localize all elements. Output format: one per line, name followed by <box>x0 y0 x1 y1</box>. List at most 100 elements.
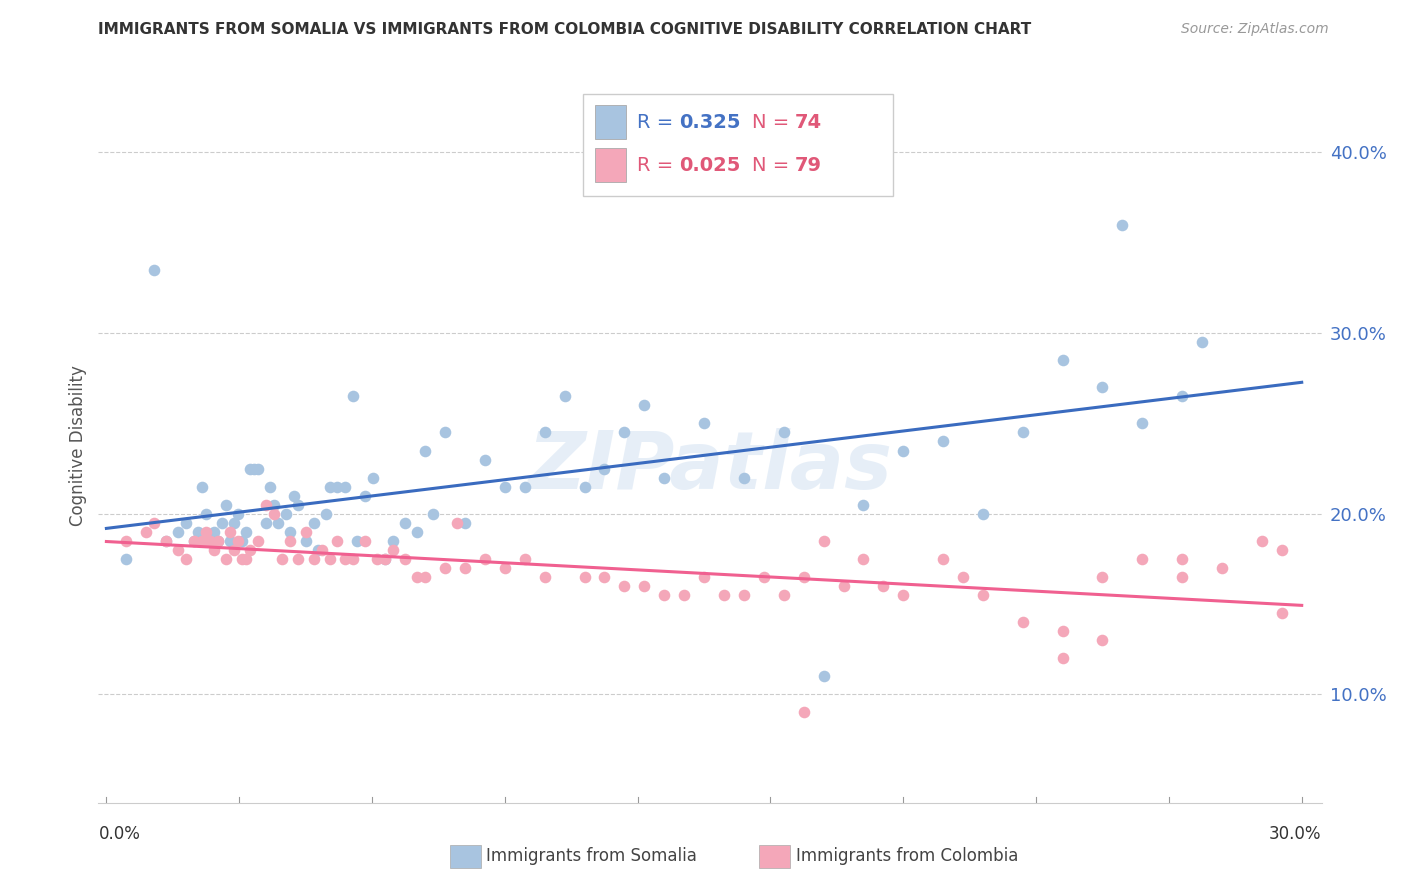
Point <box>235 524 257 539</box>
Point <box>246 533 269 548</box>
Text: 0.325: 0.325 <box>679 112 741 132</box>
Point <box>593 461 616 475</box>
Point <box>318 552 340 566</box>
Point <box>259 480 281 494</box>
Point <box>633 398 655 412</box>
Text: Source: ZipAtlas.com: Source: ZipAtlas.com <box>1181 22 1329 37</box>
Point <box>752 570 775 584</box>
Point <box>374 552 396 566</box>
Point <box>243 461 266 475</box>
Point <box>394 516 416 530</box>
Point <box>413 570 436 584</box>
Point <box>1011 615 1033 629</box>
Point <box>215 552 238 566</box>
Text: R =: R = <box>637 155 679 175</box>
Point <box>239 542 262 557</box>
Point <box>852 498 875 512</box>
Point <box>287 552 309 566</box>
Point <box>219 533 242 548</box>
Point <box>1111 218 1133 232</box>
Text: N =: N = <box>752 112 796 132</box>
Point <box>191 533 214 548</box>
Point <box>191 480 214 494</box>
Point <box>454 561 477 575</box>
Point <box>733 588 755 602</box>
Point <box>195 524 218 539</box>
Point <box>394 552 416 566</box>
Point <box>932 552 955 566</box>
Point <box>1271 542 1294 557</box>
Point <box>633 579 655 593</box>
Point <box>246 461 269 475</box>
Point <box>294 524 316 539</box>
Point <box>793 570 815 584</box>
Point <box>872 579 894 593</box>
Point <box>793 706 815 720</box>
Point <box>813 533 835 548</box>
Point <box>302 516 325 530</box>
Point <box>239 461 262 475</box>
Point <box>235 552 257 566</box>
Point <box>1091 570 1114 584</box>
Point <box>219 524 242 539</box>
Point <box>513 552 536 566</box>
Y-axis label: Cognitive Disability: Cognitive Disability <box>69 366 87 526</box>
Text: Immigrants from Somalia: Immigrants from Somalia <box>486 847 697 865</box>
Point <box>693 570 716 584</box>
Point <box>115 552 138 566</box>
Point <box>354 489 377 503</box>
Point <box>1052 353 1074 368</box>
Point <box>183 533 205 548</box>
Point <box>211 516 233 530</box>
Text: ZIPatlas: ZIPatlas <box>527 428 893 507</box>
Point <box>1052 624 1074 639</box>
Point <box>1011 425 1033 440</box>
Point <box>155 533 177 548</box>
Point <box>222 516 245 530</box>
Point <box>474 452 496 467</box>
Text: R =: R = <box>637 112 679 132</box>
Point <box>207 533 229 548</box>
Point <box>167 524 190 539</box>
Point <box>832 579 855 593</box>
Text: 0.025: 0.025 <box>679 155 741 175</box>
Text: 30.0%: 30.0% <box>1270 825 1322 843</box>
Point <box>932 434 955 449</box>
Text: Immigrants from Colombia: Immigrants from Colombia <box>796 847 1018 865</box>
Point <box>335 480 357 494</box>
Point <box>434 425 457 440</box>
Point <box>713 588 735 602</box>
Point <box>1130 417 1153 431</box>
Point <box>1271 606 1294 620</box>
Point <box>198 533 221 548</box>
Point <box>302 552 325 566</box>
Point <box>278 524 301 539</box>
Point <box>254 498 277 512</box>
Point <box>513 480 536 494</box>
Point <box>813 669 835 683</box>
Text: N =: N = <box>752 155 796 175</box>
Point <box>226 507 249 521</box>
Point <box>891 443 914 458</box>
Point <box>198 533 221 548</box>
Point <box>652 470 675 484</box>
Text: IMMIGRANTS FROM SOMALIA VS IMMIGRANTS FROM COLOMBIA COGNITIVE DISABILITY CORRELA: IMMIGRANTS FROM SOMALIA VS IMMIGRANTS FR… <box>98 22 1032 37</box>
Point <box>533 425 555 440</box>
Point <box>207 533 229 548</box>
Point <box>318 480 340 494</box>
Point <box>143 263 166 277</box>
Point <box>270 552 292 566</box>
Point <box>183 533 205 548</box>
Point <box>254 516 277 530</box>
Point <box>474 552 496 566</box>
Point <box>574 480 596 494</box>
Point <box>143 516 166 530</box>
Point <box>1171 552 1194 566</box>
Point <box>174 552 197 566</box>
Point <box>135 524 157 539</box>
Point <box>278 533 301 548</box>
Point <box>202 524 225 539</box>
Point <box>693 417 716 431</box>
Point <box>406 570 429 584</box>
Point <box>1211 561 1233 575</box>
